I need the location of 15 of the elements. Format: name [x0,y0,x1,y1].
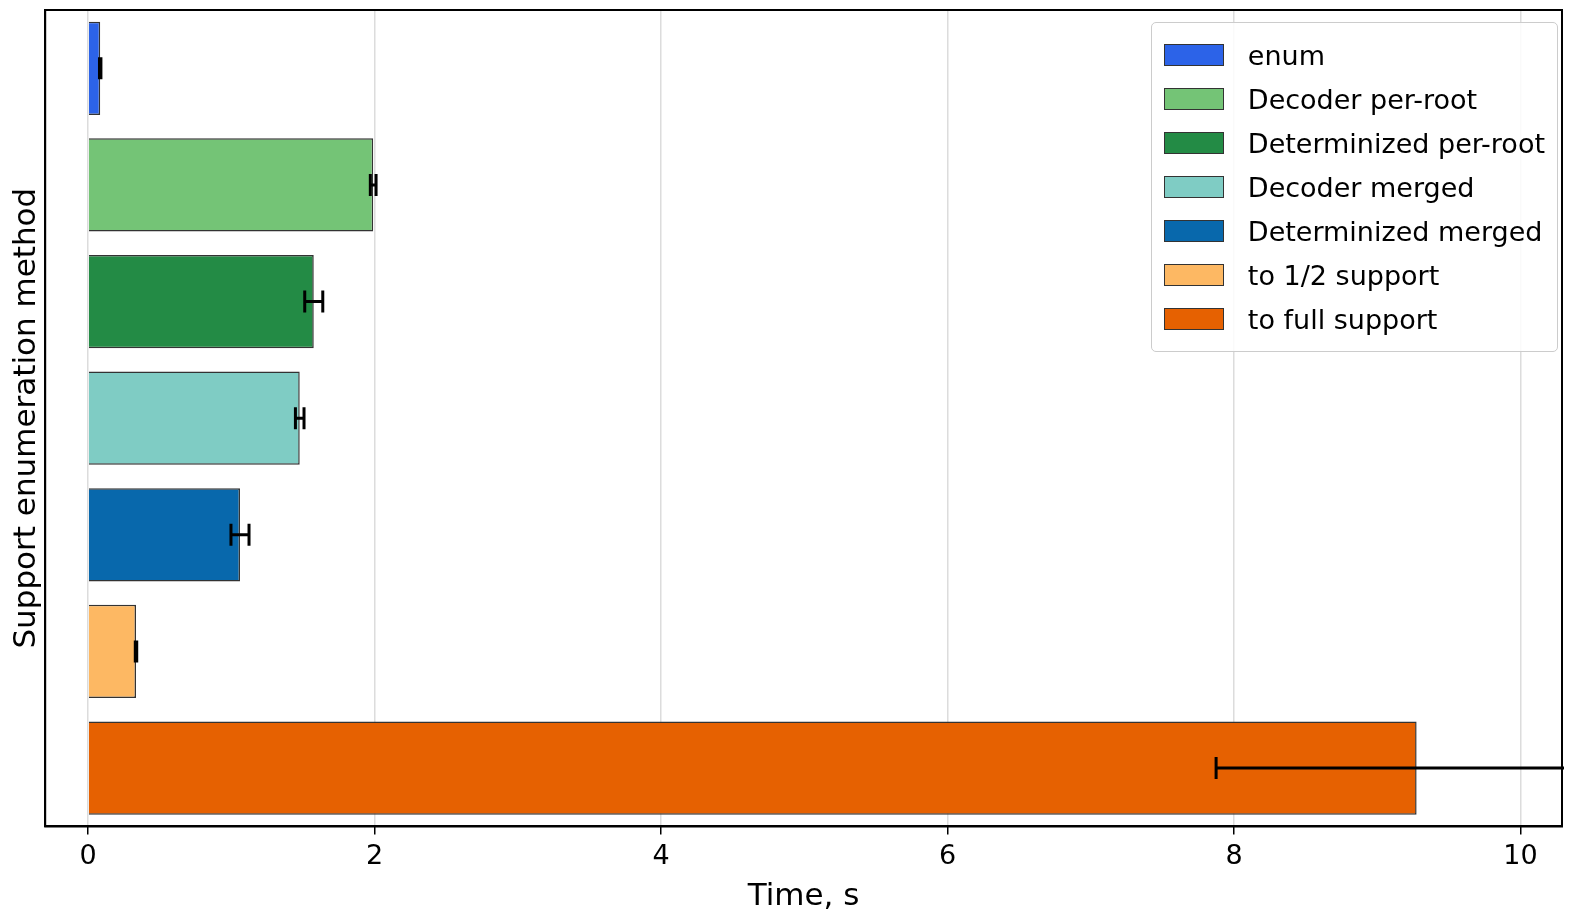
legend-label: enum [1247,39,1325,71]
legend-label: to full support [1247,303,1438,335]
x-tick-label: 8 [1225,838,1243,870]
x-tick-label: 6 [938,838,957,870]
y-axis-title: Support enumeration method [5,187,42,649]
x-tick-label: 4 [652,838,670,870]
x-axis-title: Time, s [746,876,860,913]
x-tick-label: 2 [366,838,384,870]
legend-label: Determinized merged [1247,215,1543,247]
x-tick-label: 0 [79,838,97,870]
legend-label: Decoder per-root [1247,83,1478,115]
legend-label: Determinized per-root [1247,127,1545,159]
legend-label: Decoder merged [1247,171,1475,203]
legend-label: to 1/2 support [1247,259,1440,291]
x-tick-label: 10 [1503,838,1538,870]
